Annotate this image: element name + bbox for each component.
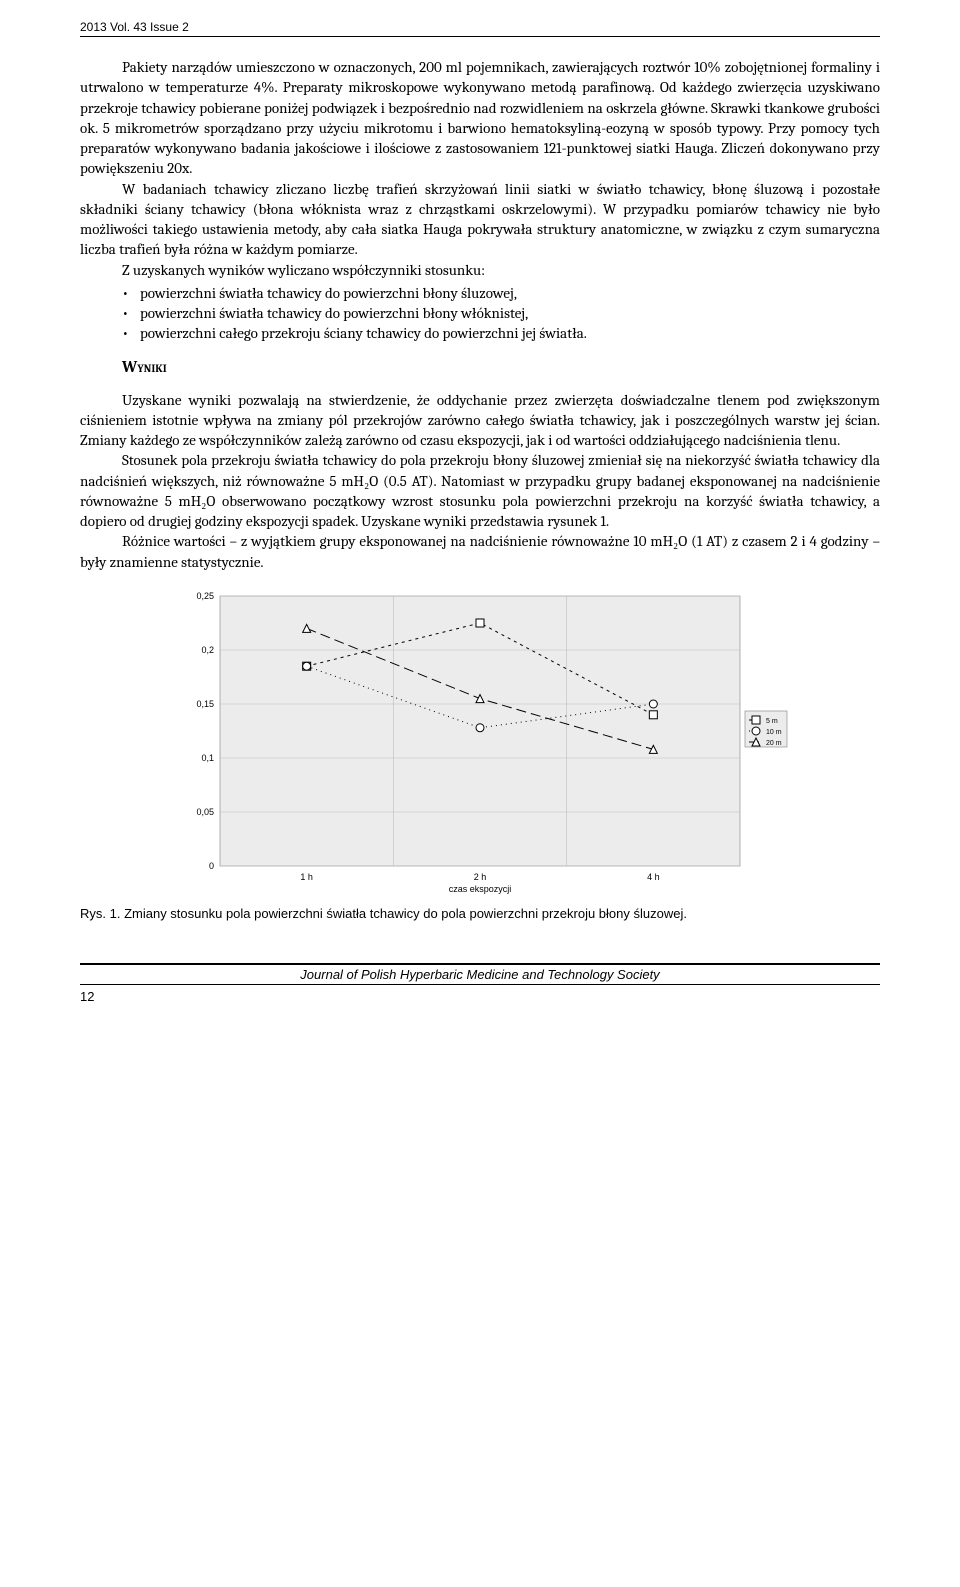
- page-number: 12: [80, 989, 880, 1004]
- svg-text:0,15: 0,15: [196, 699, 214, 709]
- paragraph: Stosunek pola przekroju światła tchawicy…: [80, 450, 880, 531]
- svg-text:0,05: 0,05: [196, 807, 214, 817]
- section-heading: Wyniki: [122, 358, 880, 376]
- figure-caption: Rys. 1. Zmiany stosunku pola powierzchni…: [80, 906, 880, 923]
- issue-header: 2013 Vol. 43 Issue 2: [80, 20, 880, 37]
- body-text: Pakiety narządów umieszczono w oznaczony…: [80, 57, 880, 572]
- figure-1-chart: 0 0,05 0,1 0,15 0,2 0,25 1 h 2 h 4 h czas ekspozy…: [170, 586, 790, 896]
- svg-text:1 h: 1 h: [300, 872, 313, 882]
- svg-text:0: 0: [209, 861, 214, 871]
- svg-text:10 m: 10 m: [766, 729, 782, 736]
- line-chart-svg: 0 0,05 0,1 0,15 0,2 0,25 1 h 2 h 4 h czas ekspozy…: [170, 586, 790, 896]
- bullet-item: powierzchni światła tchawicy do powierzc…: [80, 283, 880, 303]
- bullet-item: powierzchni całego przekroju ściany tcha…: [80, 323, 880, 343]
- svg-text:2 h: 2 h: [474, 872, 487, 882]
- figure-caption-text: Zmiany stosunku pola powierzchni światła…: [120, 906, 687, 921]
- figure-label: Rys. 1.: [80, 906, 120, 921]
- bullet-item: powierzchni światła tchawicy do powierzc…: [80, 303, 880, 323]
- svg-text:0,1: 0,1: [201, 753, 214, 763]
- paragraph: Uzyskane wyniki pozwalają na stwierdzeni…: [80, 390, 880, 451]
- svg-text:20 m: 20 m: [766, 740, 782, 747]
- svg-text:czas ekspozycji: czas ekspozycji: [449, 884, 512, 894]
- paragraph: Różnice wartości – z wyjątkiem grupy eks…: [80, 531, 880, 572]
- svg-text:0,25: 0,25: [196, 591, 214, 601]
- svg-text:4 h: 4 h: [647, 872, 660, 882]
- paragraph: Pakiety narządów umieszczono w oznaczony…: [80, 57, 880, 179]
- journal-footer: Journal of Polish Hyperbaric Medicine an…: [80, 963, 880, 985]
- svg-text:5 m: 5 m: [766, 718, 778, 725]
- svg-text:0,2: 0,2: [201, 645, 214, 655]
- bullet-list: powierzchni światła tchawicy do powierzc…: [80, 283, 880, 344]
- paragraph: Z uzyskanych wyników wyliczano współczyn…: [80, 260, 880, 280]
- paragraph: W badaniach tchawicy zliczano liczbę tra…: [80, 179, 880, 260]
